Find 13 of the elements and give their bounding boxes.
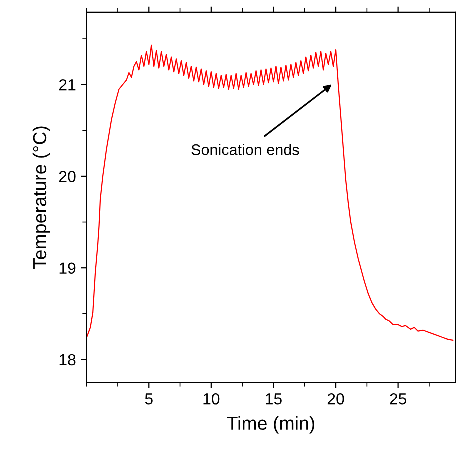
x-axis-title: Time (min) (227, 416, 315, 434)
y-axis-title: Temperature (°C) (32, 126, 50, 270)
y-tick-label: 20 (59, 171, 76, 182)
annotation: Sonication ends (192, 144, 300, 156)
line-series (86, 44, 454, 342)
y-tick-label: 18 (60, 354, 76, 366)
x-tick-label: 5 (145, 394, 153, 405)
y-tick-label: 21 (59, 79, 76, 91)
x-tick-label: 20 (328, 393, 344, 405)
x-tick-label: 15 (266, 394, 282, 405)
x-tick-label: 10 (204, 393, 220, 405)
y-tick-label: 19 (60, 262, 76, 274)
x-tick-label: 25 (390, 393, 407, 405)
